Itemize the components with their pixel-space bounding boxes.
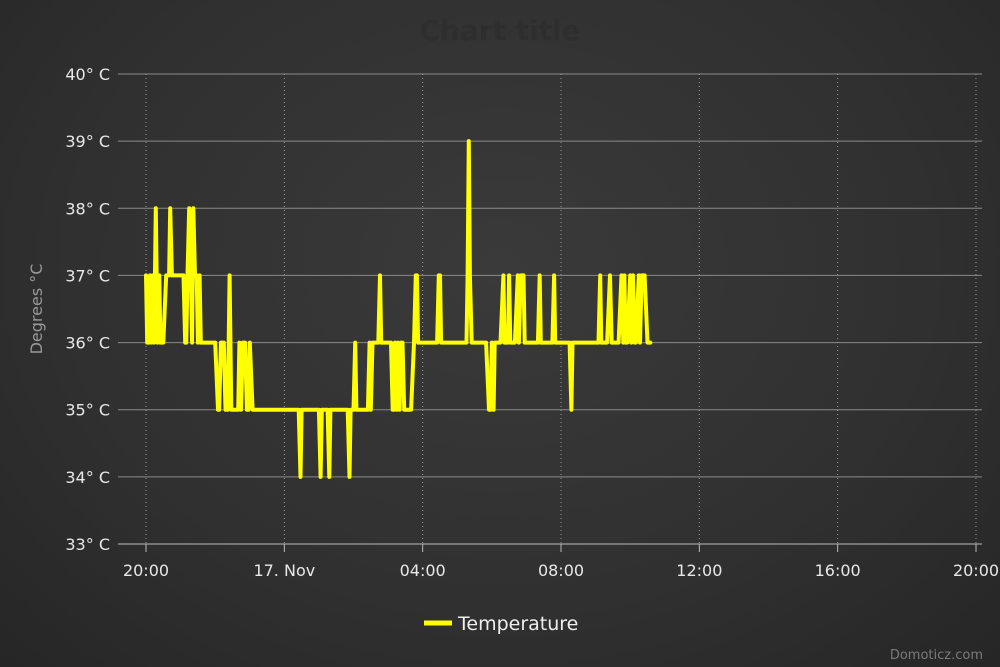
y-axis-title: Degrees °C [27, 264, 46, 355]
legend-item-temperature[interactable]: Temperature [457, 613, 578, 635]
chart-title: Chart title [419, 14, 580, 47]
y-axis-tick-labels: 33° C 34° C 35° C 36° C 37° C 38° C 39° C 40° C [65, 65, 110, 554]
x-tick-label: 08:00 [538, 561, 584, 580]
y-tick-label: 38° C [65, 199, 110, 218]
x-tick-label: 16:00 [815, 561, 861, 580]
x-tick-label: 04:00 [400, 561, 446, 580]
y-tick-label: 33° C [65, 535, 110, 554]
y-tick-label: 39° C [65, 132, 110, 151]
x-tick-label: 12:00 [676, 561, 722, 580]
legend[interactable]: Temperature [424, 613, 578, 635]
y-tick-label: 40° C [65, 65, 110, 84]
series-layer [144, 139, 653, 479]
credits-link[interactable]: Domoticz.com [890, 648, 983, 663]
y-tick-label: 37° C [65, 266, 110, 285]
y-tick-label: 34° C [65, 468, 110, 487]
x-tick-label: 17. Nov [253, 561, 315, 580]
x-axis-tick-labels: 20:00 17. Nov 04:00 08:00 12:00 16:00 20:00 [123, 561, 999, 580]
x-tick-label: 20:00 [953, 561, 999, 580]
series-line-temperature[interactable] [144, 139, 653, 479]
grid-lines [118, 73, 982, 552]
x-tick-label: 20:00 [123, 561, 169, 580]
y-tick-label: 35° C [65, 401, 110, 420]
y-tick-label: 36° C [65, 334, 110, 353]
